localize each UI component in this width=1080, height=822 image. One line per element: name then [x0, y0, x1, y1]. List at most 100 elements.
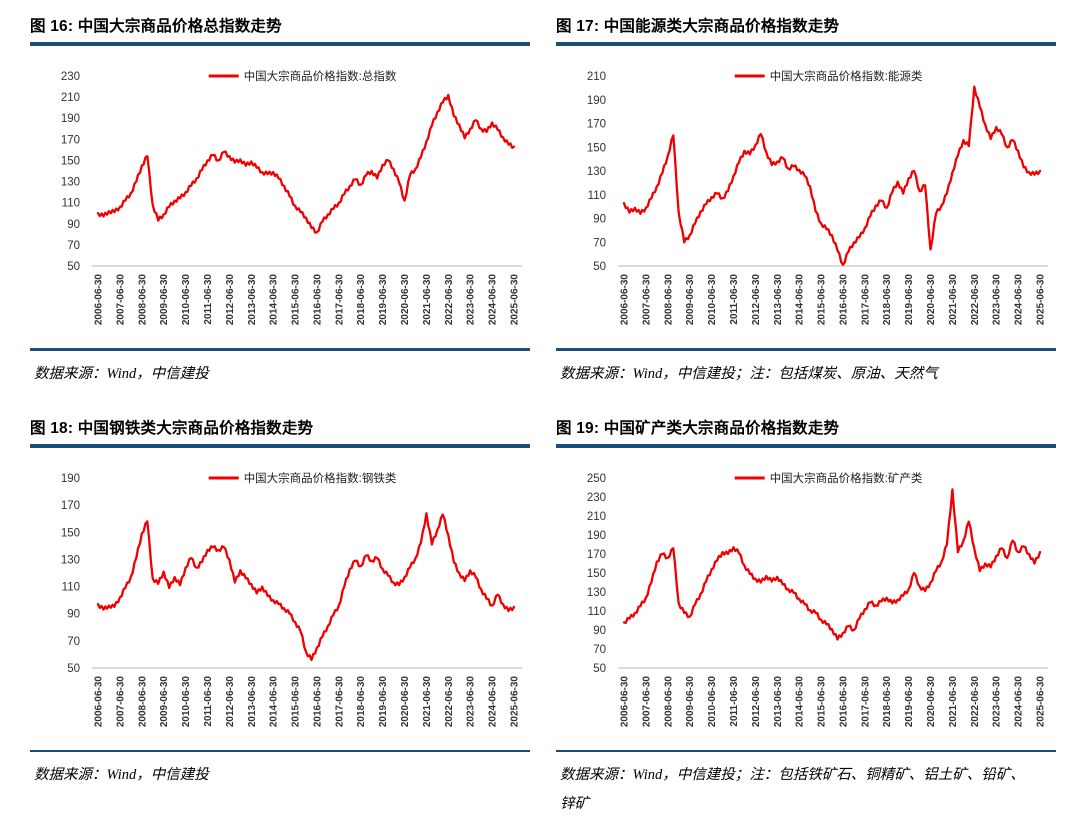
x-tick-label: 2010-06-30 [181, 675, 192, 727]
y-tick-label: 150 [61, 527, 80, 539]
source-divider [30, 749, 530, 753]
series-line [96, 511, 516, 661]
y-tick-label: 130 [587, 166, 606, 178]
x-tick-label: 2007-06-30 [115, 274, 126, 326]
x-tick-label: 2012-06-30 [225, 675, 236, 727]
y-tick-label: 190 [61, 473, 80, 485]
y-tick-label: 70 [593, 644, 606, 656]
x-tick-label: 2018-06-30 [356, 675, 367, 727]
y-tick-label: 130 [61, 554, 80, 566]
x-tick-label: 2017-06-30 [334, 675, 345, 727]
x-tick-label: 2006-06-30 [94, 675, 105, 727]
y-tick-label: 150 [587, 568, 606, 580]
figure-17-title: 图 17: 中国能源类大宗商品价格指数走势 [556, 18, 840, 35]
x-tick-label: 2011-06-30 [729, 274, 740, 325]
y-tick-label: 150 [61, 155, 80, 167]
x-tick-label: 2017-06-30 [860, 675, 871, 727]
y-tick-label: 190 [61, 113, 80, 125]
x-tick-label: 2023-06-30 [466, 274, 477, 326]
y-tick-label: 210 [61, 92, 80, 104]
y-tick-label: 50 [67, 261, 80, 273]
x-tick-label: 2010-06-30 [181, 274, 192, 326]
x-tick-label: 2022-06-30 [970, 675, 981, 727]
x-tick-label: 2025-06-30 [1036, 274, 1047, 326]
y-tick-label: 210 [587, 71, 606, 83]
title-underline [556, 42, 1056, 46]
x-tick-label: 2009-06-30 [685, 274, 696, 326]
x-tick-label: 2015-06-30 [291, 274, 302, 326]
x-tick-label: 2006-06-30 [620, 675, 631, 727]
x-tick-label: 2021-06-30 [948, 675, 959, 727]
x-tick-label: 2014-06-30 [269, 274, 280, 326]
x-tick-label: 2019-06-30 [378, 274, 389, 326]
x-tick-label: 2014-06-30 [795, 274, 806, 326]
y-tick-label: 230 [587, 492, 606, 504]
line-chart-total-index: 50 70 90 110 130 150 170 190 210 230 2006-06-30 200… [61, 69, 522, 326]
y-tick-label: 110 [588, 190, 606, 202]
y-tick-label: 170 [587, 119, 606, 131]
x-tick-label: 2017-06-30 [334, 274, 345, 326]
x-tick-label: 2017-06-30 [860, 274, 871, 326]
x-tick-label: 2015-06-30 [291, 675, 302, 727]
y-tick-label: 70 [593, 237, 606, 249]
figure-18: 图 18: 中国钢铁类大宗商品价格指数走势 50 70 90 110 130 150 170… [30, 416, 530, 818]
source-note: 数据来源：Wind，中信建投 [34, 767, 209, 784]
x-tick-label: 2024-06-30 [488, 274, 499, 326]
x-tick-label: 2025-06-30 [510, 675, 521, 727]
x-tick-label: 2011-06-30 [729, 675, 740, 726]
x-tick-label: 2022-06-30 [444, 675, 455, 727]
figure-18-title: 图 18: 中国钢铁类大宗商品价格指数走势 [30, 419, 314, 437]
x-tick-label: 2020-06-30 [926, 274, 937, 326]
x-tick-label: 2018-06-30 [356, 274, 367, 326]
title-underline [30, 42, 530, 46]
series-line [622, 488, 1042, 641]
y-tick-label: 210 [587, 511, 606, 523]
x-tick-label: 2007-06-30 [641, 675, 652, 727]
legend-label: 中国大宗商品价格指数:矿产类 [770, 471, 923, 485]
x-tick-label: 2024-06-30 [1014, 675, 1025, 727]
x-tick-label: 2019-06-30 [904, 274, 915, 326]
source-note: 数据来源：Wind，中信建投；注：包括煤炭、原油、天然气 [560, 365, 938, 382]
x-tick-label: 2011-06-30 [203, 274, 214, 325]
y-tick-label: 50 [67, 663, 80, 675]
x-tick-label: 2016-06-30 [312, 274, 323, 326]
y-tick-label: 190 [587, 95, 606, 107]
x-tick-label: 2007-06-30 [115, 675, 126, 727]
line-chart-steel-index: 50 70 90 110 130 150 170 190 2006-06-30 2007-06-3… [61, 471, 522, 727]
x-tick-label: 2012-06-30 [751, 675, 762, 727]
line-chart-energy-index: 50 70 90 110 130 150 170 190 210 2006-06-30 2007-0… [587, 69, 1048, 326]
x-tick-label: 2013-06-30 [773, 675, 784, 727]
x-tick-label: 2015-06-30 [817, 675, 828, 727]
x-tick-label: 2010-06-30 [707, 274, 718, 326]
x-tick-label: 2008-06-30 [137, 675, 148, 727]
y-tick-label: 90 [67, 608, 80, 620]
x-tick-label: 2018-06-30 [882, 675, 893, 727]
y-tick-label: 50 [593, 261, 606, 273]
figure-16: 图 16: 中国大宗商品价格总指数走势 50 70 90 110 130 150 170 19… [30, 14, 530, 388]
y-tick-label: 130 [61, 177, 80, 189]
x-tick-label: 2025-06-30 [1036, 675, 1047, 727]
x-tick-label: 2010-06-30 [707, 675, 718, 727]
x-tick-label: 2020-06-30 [400, 274, 411, 326]
y-tick-label: 110 [62, 581, 80, 593]
y-tick-label: 90 [67, 219, 80, 231]
x-tick-label: 2012-06-30 [751, 274, 762, 326]
title-underline [556, 443, 1056, 448]
x-tick-label: 2008-06-30 [663, 274, 674, 326]
x-tick-label: 2013-06-30 [247, 274, 258, 326]
x-tick-label: 2021-06-30 [948, 274, 959, 326]
figure-16-title: 图 16: 中国大宗商品价格总指数走势 [30, 18, 282, 35]
x-tick-label: 2025-06-30 [510, 274, 521, 326]
x-tick-label: 2006-06-30 [620, 274, 631, 326]
x-tick-label: 2023-06-30 [992, 675, 1003, 727]
y-tick-label: 110 [62, 198, 80, 210]
legend-label: 中国大宗商品价格指数:钢铁类 [244, 471, 397, 485]
legend-label: 中国大宗商品价格指数:能源类 [770, 69, 923, 83]
y-tick-label: 190 [587, 530, 606, 542]
x-tick-label: 2008-06-30 [137, 274, 148, 326]
legend-label: 中国大宗商品价格指数:总指数 [244, 69, 397, 83]
x-tick-label: 2019-06-30 [378, 675, 389, 727]
x-tick-label: 2024-06-30 [1014, 274, 1025, 326]
x-tick-label: 2013-06-30 [773, 274, 784, 326]
